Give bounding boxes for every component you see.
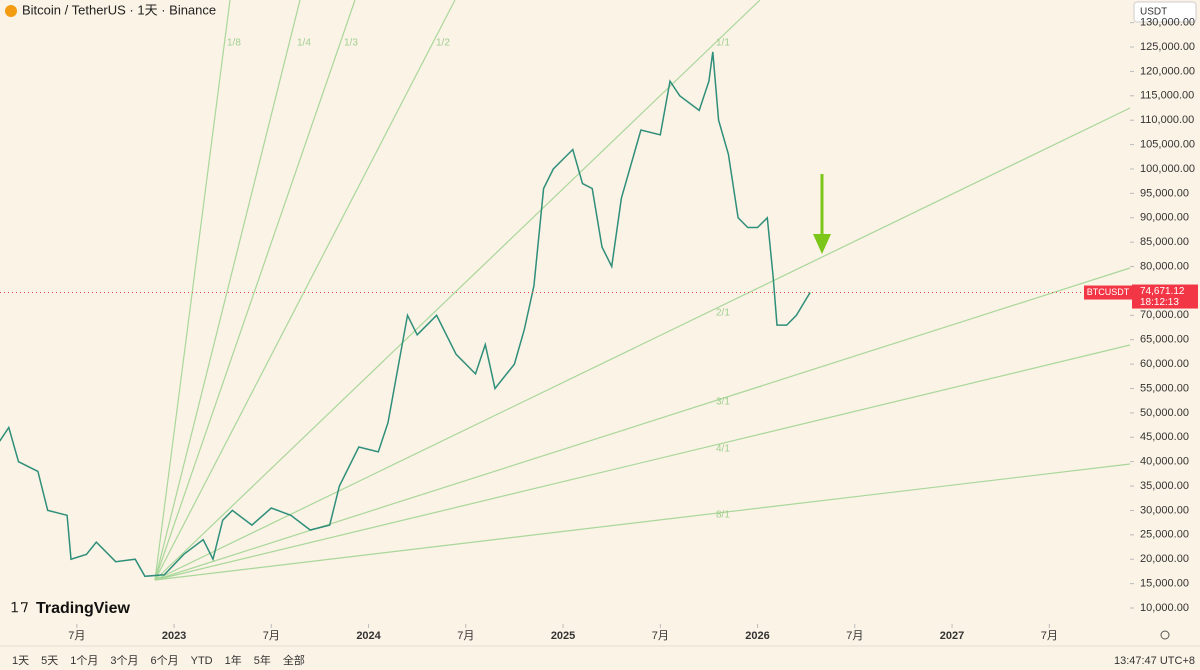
range-button[interactable]: 6个月 — [151, 654, 179, 667]
range-button[interactable]: 全部 — [283, 653, 305, 667]
y-tick-label: 10,000.00 — [1140, 602, 1189, 614]
x-tick-label: 7月 — [263, 630, 280, 642]
y-tick-label: 115,000.00 — [1140, 90, 1194, 102]
range-button[interactable]: YTD — [191, 655, 213, 667]
fan-label: 1/2 — [436, 38, 450, 49]
range-button[interactable]: 5天 — [41, 655, 58, 667]
y-tick-label: 45,000.00 — [1140, 431, 1189, 443]
fan-label: 1/1 — [716, 38, 730, 49]
symbol-title: Bitcoin / TetherUS · 1天 · Binance — [22, 2, 216, 17]
symbol-tag — [1084, 285, 1132, 300]
y-tick-label: 20,000.00 — [1140, 553, 1189, 565]
currency-select[interactable] — [1133, 1, 1197, 23]
x-tick-label: 2026 — [745, 630, 769, 642]
range-button[interactable]: 5年 — [254, 653, 271, 667]
y-tick-label: 85,000.00 — [1140, 236, 1189, 248]
price-line — [0, 51, 811, 578]
x-tick-label: 7月 — [846, 630, 863, 642]
settings[interactable] — [1160, 630, 1170, 640]
clock: 13:47:47 UTC+8 — [1114, 655, 1195, 667]
y-tick-label: 50,000.00 — [1140, 407, 1189, 419]
x-tick-label: 2024 — [356, 630, 381, 642]
x-tick-label: 2027 — [940, 630, 964, 642]
y-tick-label: 110,000.00 — [1140, 114, 1194, 126]
range-button[interactable]: 1天 — [12, 655, 29, 667]
x-tick-label: 7月 — [68, 630, 85, 642]
x-tick-label: 7月 — [457, 630, 474, 642]
y-tick-label: 80,000.00 — [1140, 260, 1189, 272]
fan-line — [154, 463, 1131, 581]
y-tick-label: 60,000.00 — [1140, 358, 1189, 370]
countdown: 18:12:13 — [1140, 297, 1179, 308]
currency[interactable]: USDT — [1140, 7, 1167, 18]
fan-label: 2/1 — [716, 308, 730, 319]
fan-line — [154, 0, 356, 581]
y-tick-label: 65,000.00 — [1140, 334, 1189, 346]
fan-label: 1/8 — [227, 38, 241, 49]
y-tick-label: 35,000.00 — [1140, 480, 1189, 492]
fan-line — [154, 0, 456, 581]
y-tick-label: 120,000.00 — [1140, 65, 1195, 77]
y-tick-label: 130,000.00 — [1140, 17, 1195, 29]
x-tick-label: 7月 — [1041, 630, 1058, 642]
fan-label: 1/4 — [297, 38, 311, 49]
fan-label: 8/1 — [716, 510, 730, 521]
fan-line — [154, 0, 231, 581]
symbol-tag-text: BTCUSDT — [1087, 287, 1130, 297]
fan-line — [154, 107, 1131, 581]
price-tag-text: 74,671.12 — [1140, 286, 1185, 297]
x-tick-label: 7月 — [652, 630, 669, 642]
fan-line — [154, 344, 1131, 581]
fan-label: 1/3 — [344, 38, 358, 49]
logo: 𝟷𝟽 — [10, 599, 29, 616]
y-tick-label: 55,000.00 — [1140, 382, 1189, 394]
y-tick-label: 30,000.00 — [1140, 504, 1189, 516]
x-tick-label: 2025 — [551, 630, 575, 642]
coin-icon — [5, 5, 17, 17]
fan-line — [154, 0, 301, 581]
range-button[interactable]: 3个月 — [110, 654, 138, 667]
y-tick-label: 40,000.00 — [1140, 456, 1189, 468]
y-tick-label: 105,000.00 — [1140, 138, 1195, 150]
fan-line — [154, 0, 761, 581]
y-tick-label: 90,000.00 — [1140, 212, 1189, 224]
y-tick-label: 125,000.00 — [1140, 41, 1195, 53]
arrow-head — [813, 234, 831, 254]
fan-label: 4/1 — [716, 444, 730, 455]
range-button[interactable]: 1年 — [225, 653, 242, 667]
y-tick-label: 70,000.00 — [1140, 309, 1189, 321]
range-button[interactable]: 1个月 — [70, 654, 98, 667]
y-tick-label: 100,000.00 — [1140, 163, 1195, 175]
y-tick-label: 25,000.00 — [1140, 529, 1189, 541]
logo-text: TradingView — [36, 600, 131, 617]
y-tick-label: 95,000.00 — [1140, 187, 1189, 199]
price-tag — [1132, 284, 1198, 309]
y-tick-label: 15,000.00 — [1140, 578, 1189, 590]
x-tick-label: 2023 — [162, 630, 186, 642]
fan-label: 3/1 — [716, 397, 730, 408]
arrow — [813, 174, 831, 254]
